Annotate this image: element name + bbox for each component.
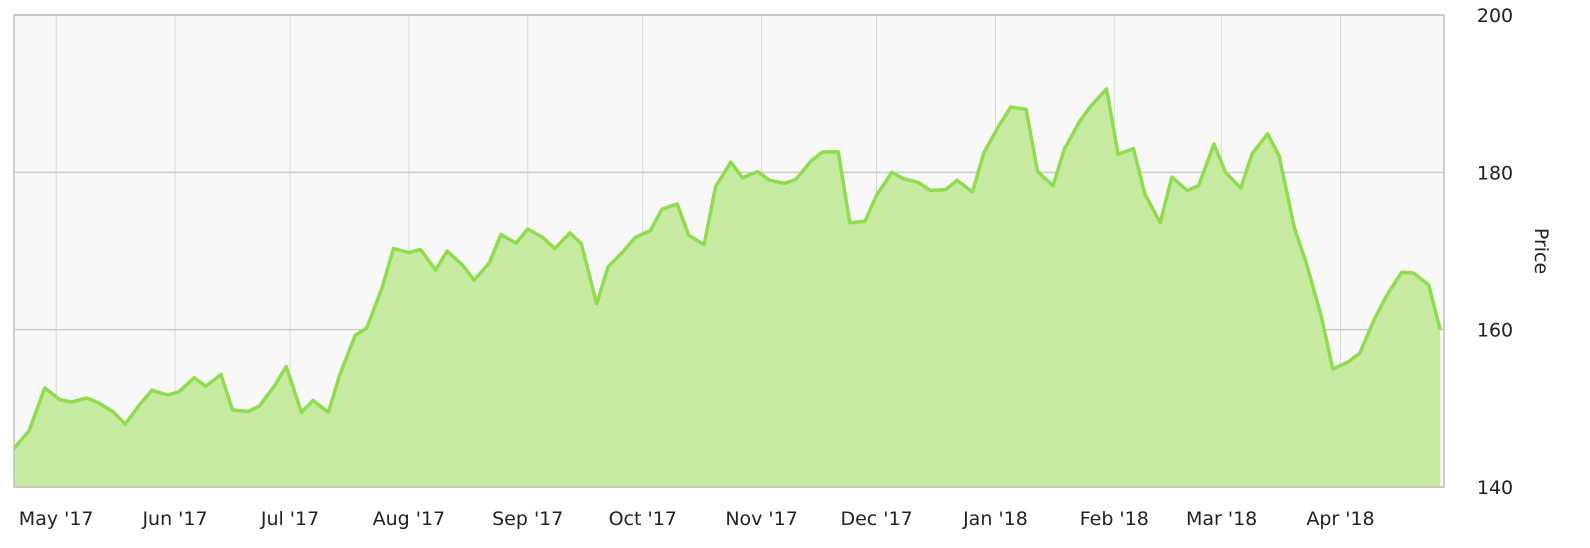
y-tick-label: 200 [1477,5,1513,27]
x-tick-label: Aug '17 [373,508,446,530]
price-series-line[interactable] [12,87,1442,450]
x-tick-label: Mar '18 [1186,508,1257,530]
y-tick-label: 140 [1477,477,1513,499]
x-tick-label: Oct '17 [609,508,677,530]
x-tick-label: Dec '17 [840,508,912,530]
plot-frame [13,14,1445,488]
x-tick-label: Jun '17 [141,508,207,530]
x-tick-label: May '17 [19,508,94,530]
x-axis-tick-labels: May '17 Jun '17 Jul '17 Aug '17 Sep '17 Oct '… [19,508,1375,530]
x-tick-label: Sep '17 [492,508,563,530]
y-axis-title: Price [1530,228,1552,274]
y-tick-label: 160 [1477,320,1513,342]
x-tick-label: Jul '17 [260,508,319,530]
x-tick-label: Apr '18 [1306,508,1374,530]
x-tick-label: Jan '18 [962,508,1028,530]
x-tick-label: Nov '17 [725,508,798,530]
price-area-fill [14,88,1441,488]
x-tick-label: Feb '18 [1080,508,1149,530]
y-tick-label: 180 [1477,162,1513,184]
y-axis-tick-labels: 140 160 180 200 [1477,5,1513,499]
